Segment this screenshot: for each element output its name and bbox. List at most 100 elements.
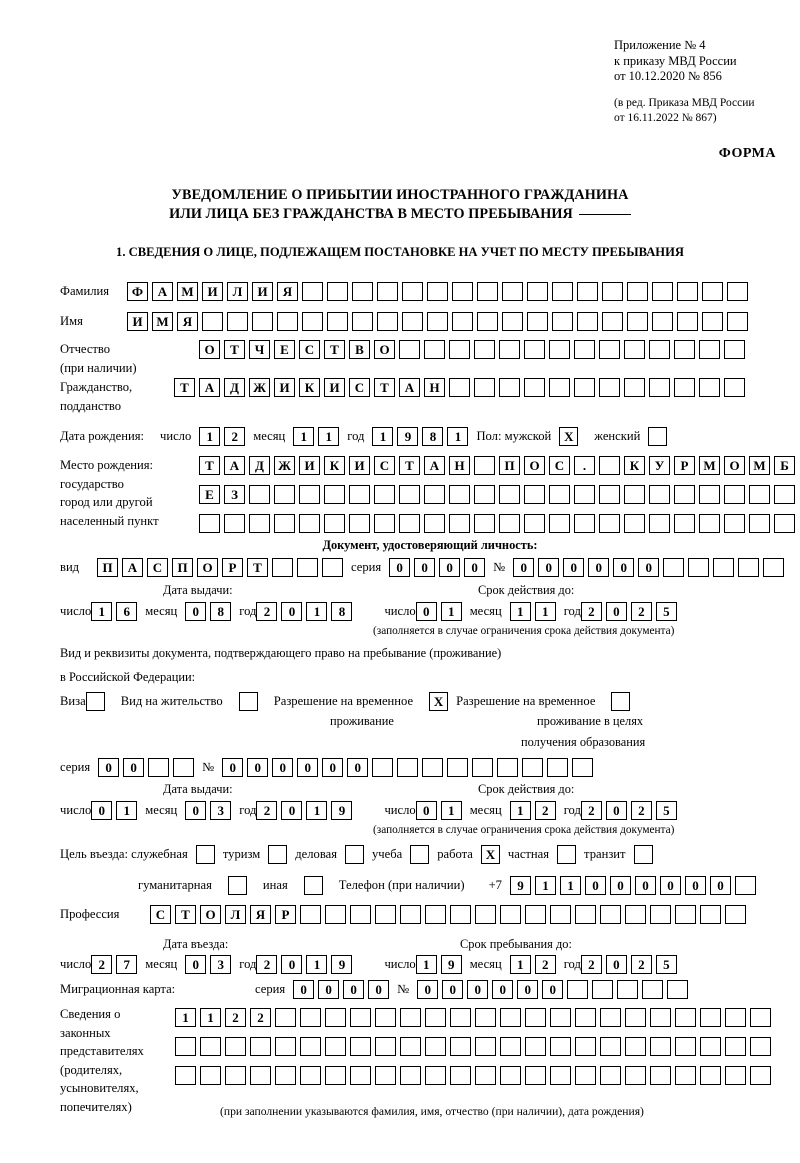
char-cell[interactable]	[700, 1037, 721, 1056]
char-cell[interactable]: 1	[509, 955, 531, 974]
char-cell[interactable]	[274, 485, 295, 504]
char-cell[interactable]: 2	[250, 1008, 271, 1027]
char-cell[interactable]	[322, 558, 343, 577]
char-cell[interactable]	[675, 1066, 696, 1085]
char-cell[interactable]	[550, 1037, 571, 1056]
char-cell[interactable]: 0	[563, 558, 585, 577]
char-cell[interactable]	[349, 514, 370, 533]
char-cell[interactable]: Т	[374, 378, 395, 397]
char-cell[interactable]: 0	[347, 758, 369, 777]
char-cell[interactable]	[277, 312, 298, 331]
char-cell[interactable]	[350, 1066, 371, 1085]
char-cell[interactable]	[600, 1037, 621, 1056]
char-cell[interactable]: 1	[440, 602, 462, 621]
char-cell[interactable]: С	[299, 340, 320, 359]
char-cell[interactable]: Л	[225, 905, 246, 924]
char-cell[interactable]: 2	[256, 602, 278, 621]
char-cell[interactable]	[700, 1008, 721, 1027]
char-cell[interactable]	[449, 378, 470, 397]
char-cell[interactable]: О	[374, 340, 395, 359]
char-cell[interactable]	[427, 282, 448, 301]
char-cell[interactable]: 1	[509, 801, 531, 820]
char-cell[interactable]	[774, 514, 795, 533]
char-cell[interactable]	[524, 340, 545, 359]
char-cell[interactable]: 0	[584, 876, 606, 895]
char-cell[interactable]: 2	[580, 602, 602, 621]
char-cell[interactable]	[749, 485, 770, 504]
char-cell[interactable]	[299, 485, 320, 504]
char-cell[interactable]: Д	[249, 456, 270, 475]
char-cell[interactable]	[674, 378, 695, 397]
char-cell[interactable]	[699, 485, 720, 504]
char-cell[interactable]	[225, 1066, 246, 1085]
char-cell[interactable]	[574, 378, 595, 397]
char-cell[interactable]: 1	[534, 602, 556, 621]
char-cell[interactable]: И	[349, 456, 370, 475]
char-cell[interactable]	[675, 1037, 696, 1056]
char-cell[interactable]: 0	[605, 801, 627, 820]
char-cell[interactable]	[524, 514, 545, 533]
char-cell[interactable]: 2	[580, 955, 602, 974]
char-cell[interactable]: М	[152, 312, 173, 331]
char-cell[interactable]	[449, 485, 470, 504]
char-cell[interactable]	[574, 485, 595, 504]
char-cell[interactable]: И	[252, 282, 273, 301]
char-cell[interactable]	[302, 282, 323, 301]
char-cell[interactable]	[763, 558, 785, 577]
char-cell[interactable]	[652, 282, 673, 301]
char-cell[interactable]	[549, 378, 570, 397]
char-cell[interactable]	[325, 1037, 346, 1056]
char-cell[interactable]: 0	[684, 876, 706, 895]
char-cell[interactable]	[275, 1008, 296, 1027]
char-cell[interactable]: С	[147, 558, 168, 577]
char-cell[interactable]	[725, 1066, 746, 1085]
char-cell[interactable]	[502, 282, 523, 301]
char-cell[interactable]	[522, 758, 544, 777]
char-cell[interactable]: 8	[422, 427, 444, 446]
char-cell[interactable]	[450, 1008, 471, 1027]
char-cell[interactable]: 0	[517, 980, 539, 999]
char-cell[interactable]	[302, 312, 323, 331]
char-cell[interactable]	[650, 1008, 671, 1027]
residence-permit-checkbox[interactable]	[238, 692, 258, 711]
char-cell[interactable]	[450, 1066, 471, 1085]
char-cell[interactable]	[525, 905, 546, 924]
char-cell[interactable]	[175, 1066, 196, 1085]
char-cell[interactable]: 2	[630, 801, 652, 820]
char-cell[interactable]: К	[624, 456, 645, 475]
char-cell[interactable]: 9	[397, 427, 419, 446]
char-cell[interactable]	[375, 1037, 396, 1056]
char-cell[interactable]	[650, 1066, 671, 1085]
char-cell[interactable]	[650, 1037, 671, 1056]
char-cell[interactable]	[225, 1037, 246, 1056]
char-cell[interactable]	[575, 905, 596, 924]
char-cell[interactable]	[377, 282, 398, 301]
char-cell[interactable]: 5	[655, 602, 677, 621]
char-cell[interactable]: Н	[449, 456, 470, 475]
char-cell[interactable]	[549, 485, 570, 504]
purpose-checkbox-туризм[interactable]	[268, 845, 288, 864]
char-cell[interactable]: Д	[224, 378, 245, 397]
char-cell[interactable]: 0	[123, 758, 145, 777]
char-cell[interactable]: 1	[509, 602, 531, 621]
char-cell[interactable]: 3	[210, 801, 232, 820]
char-cell[interactable]: 2	[224, 427, 246, 446]
char-cell[interactable]	[325, 1066, 346, 1085]
char-cell[interactable]: О	[524, 456, 545, 475]
char-cell[interactable]: 2	[534, 801, 556, 820]
char-cell[interactable]	[599, 514, 620, 533]
